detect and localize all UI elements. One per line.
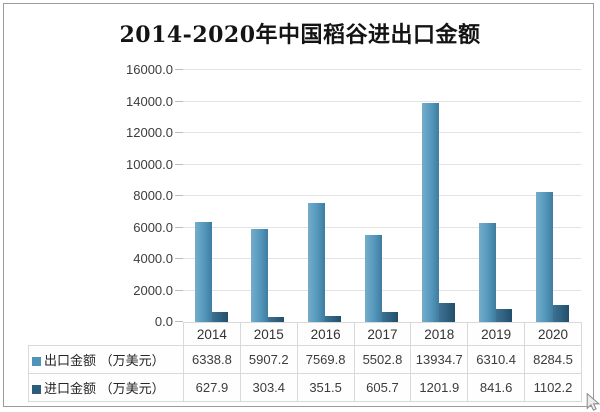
value-2019-series1: 841.6 xyxy=(467,373,526,402)
y-axis-tick xyxy=(175,289,183,291)
gridline xyxy=(183,195,581,196)
value-2020-series0: 8284.5 xyxy=(524,345,582,374)
bar-2017-series1 xyxy=(382,312,399,322)
value-2017-series1: 605.7 xyxy=(353,373,412,402)
x-axis-label-2015: 2015 xyxy=(239,322,298,346)
x-axis-label-2017: 2017 xyxy=(353,322,412,346)
y-axis-label: 8000.0 xyxy=(133,188,173,203)
bar-2014-series1 xyxy=(211,312,228,322)
bar-2014-series0 xyxy=(194,222,212,322)
y-axis-label: 16000.0 xyxy=(126,62,173,77)
gridline xyxy=(183,132,581,133)
y-axis-tick xyxy=(175,321,183,322)
y-axis-label: 4000.0 xyxy=(133,251,173,266)
data-table: 2014 2015 2016 2017 2018 2019 2020 出口金额 （万美元） 63… xyxy=(28,322,582,402)
y-axis-tick xyxy=(175,132,183,133)
table-row-series0: 出口金额 （万美元） 6338.8 5907.2 7569.8 5502.8 13934.… xyxy=(28,345,582,374)
gridline xyxy=(183,69,581,70)
y-axis-label: 14000.0 xyxy=(126,93,173,109)
x-axis-label-2014: 2014 xyxy=(183,322,241,346)
y-axis-tick xyxy=(175,163,183,165)
value-2016-series1: 351.5 xyxy=(296,373,355,402)
y-axis-tick xyxy=(175,195,183,196)
value-2014-series1: 627.9 xyxy=(183,373,241,402)
mouse-cursor-icon xyxy=(586,393,600,411)
legend-label-series1: 进口金额 （万美元） xyxy=(28,373,184,402)
chart-title: 2014-2020年中国稻谷进出口金额 xyxy=(119,22,481,48)
value-2020-series1: 1102.2 xyxy=(524,373,582,402)
y-axis-tick xyxy=(175,69,183,70)
value-2015-series0: 5907.2 xyxy=(239,345,298,374)
table-corner-cell xyxy=(29,323,184,346)
y-axis-tick xyxy=(175,226,183,228)
x-axis-label-2020: 2020 xyxy=(524,322,582,346)
bar-2018-series1 xyxy=(438,303,455,322)
value-2018-series0: 13934.7 xyxy=(410,345,469,374)
value-2017-series0: 5502.8 xyxy=(353,345,412,374)
bar-2015-series1 xyxy=(268,317,285,322)
bar-2019-series1 xyxy=(495,308,512,322)
x-axis-label-2018: 2018 xyxy=(410,322,469,346)
legend-swatch-icon xyxy=(32,357,41,366)
gridline xyxy=(183,163,581,165)
value-2015-series1: 303.4 xyxy=(239,373,298,402)
y-axis-label: 6000.0 xyxy=(133,219,173,235)
table-row-series1: 进口金额 （万美元） 627.9 303.4 351.5 605.7 1201.9 841.… xyxy=(28,373,582,402)
y-axis-label: 2000.0 xyxy=(133,282,173,298)
value-2016-series0: 7569.8 xyxy=(296,345,355,374)
y-axis-tick xyxy=(175,258,183,259)
bar-2020-series1 xyxy=(552,304,569,322)
gridline xyxy=(183,226,581,228)
bar-2020-series0 xyxy=(535,191,553,322)
legend-label-series0: 出口金额 （万美元） xyxy=(28,345,184,374)
x-axis-label-2019: 2019 xyxy=(467,322,526,346)
value-2014-series0: 6338.8 xyxy=(183,345,241,374)
value-2018-series1: 1201.9 xyxy=(410,373,469,402)
gridline xyxy=(183,100,581,102)
x-axis-label-2016: 2016 xyxy=(296,322,355,346)
bar-2019-series0 xyxy=(478,222,496,322)
y-axis-label: 10000.0 xyxy=(126,156,173,172)
bar-2018-series0 xyxy=(421,102,439,322)
legend-swatch-icon xyxy=(32,385,41,394)
bar-2015-series0 xyxy=(251,228,269,322)
y-axis-label: 12000.0 xyxy=(126,125,173,140)
bar-2016-series0 xyxy=(308,202,326,322)
plot-area xyxy=(175,69,581,323)
y-axis-tick xyxy=(175,100,183,102)
bar-2017-series0 xyxy=(365,235,383,322)
bar-2016-series1 xyxy=(325,316,342,322)
value-2019-series0: 6310.4 xyxy=(467,345,526,374)
